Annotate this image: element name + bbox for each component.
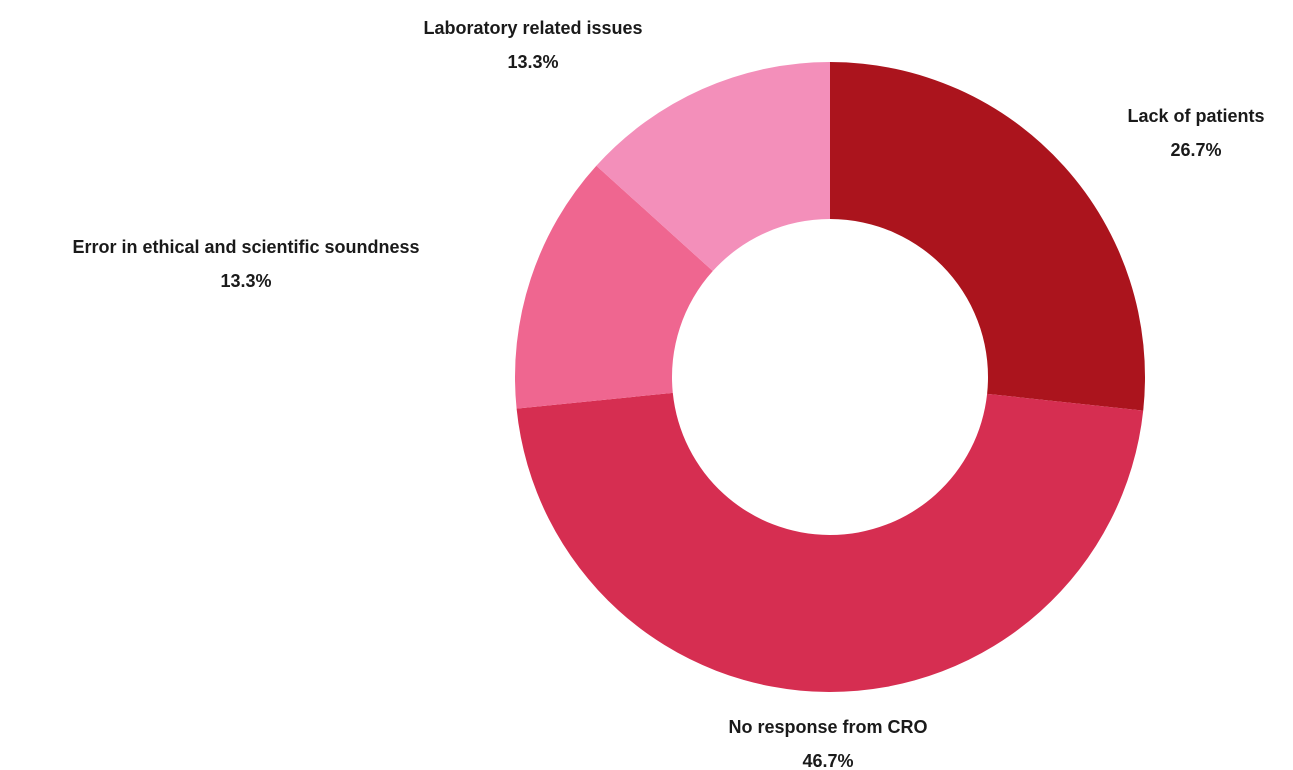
slice-percent-label: 26.7%: [1170, 140, 1221, 160]
slice-category-label: No response from CRO: [728, 717, 927, 737]
slice-error-in-ethical-and-scientific-soundness: [515, 165, 713, 409]
slice-no-response-from-cro: [516, 392, 1144, 693]
slice-category-label: Lack of patients: [1127, 106, 1264, 126]
slice-percent-label: 13.3%: [507, 52, 558, 72]
slice-labels: Lack of patients 26.7% No response from CR…: [72, 18, 1264, 770]
slice-category-label: Laboratory related issues: [423, 18, 642, 38]
slice-percent-label: 13.3%: [220, 271, 271, 291]
slice-lack-of-patients: [830, 62, 1145, 411]
slice-category-label: Error in ethical and scientific soundnes…: [72, 237, 419, 257]
slice-laboratory-related-issues: [596, 62, 830, 272]
donut-slices: [515, 62, 1145, 693]
slice-percent-label: 46.7%: [802, 751, 853, 770]
